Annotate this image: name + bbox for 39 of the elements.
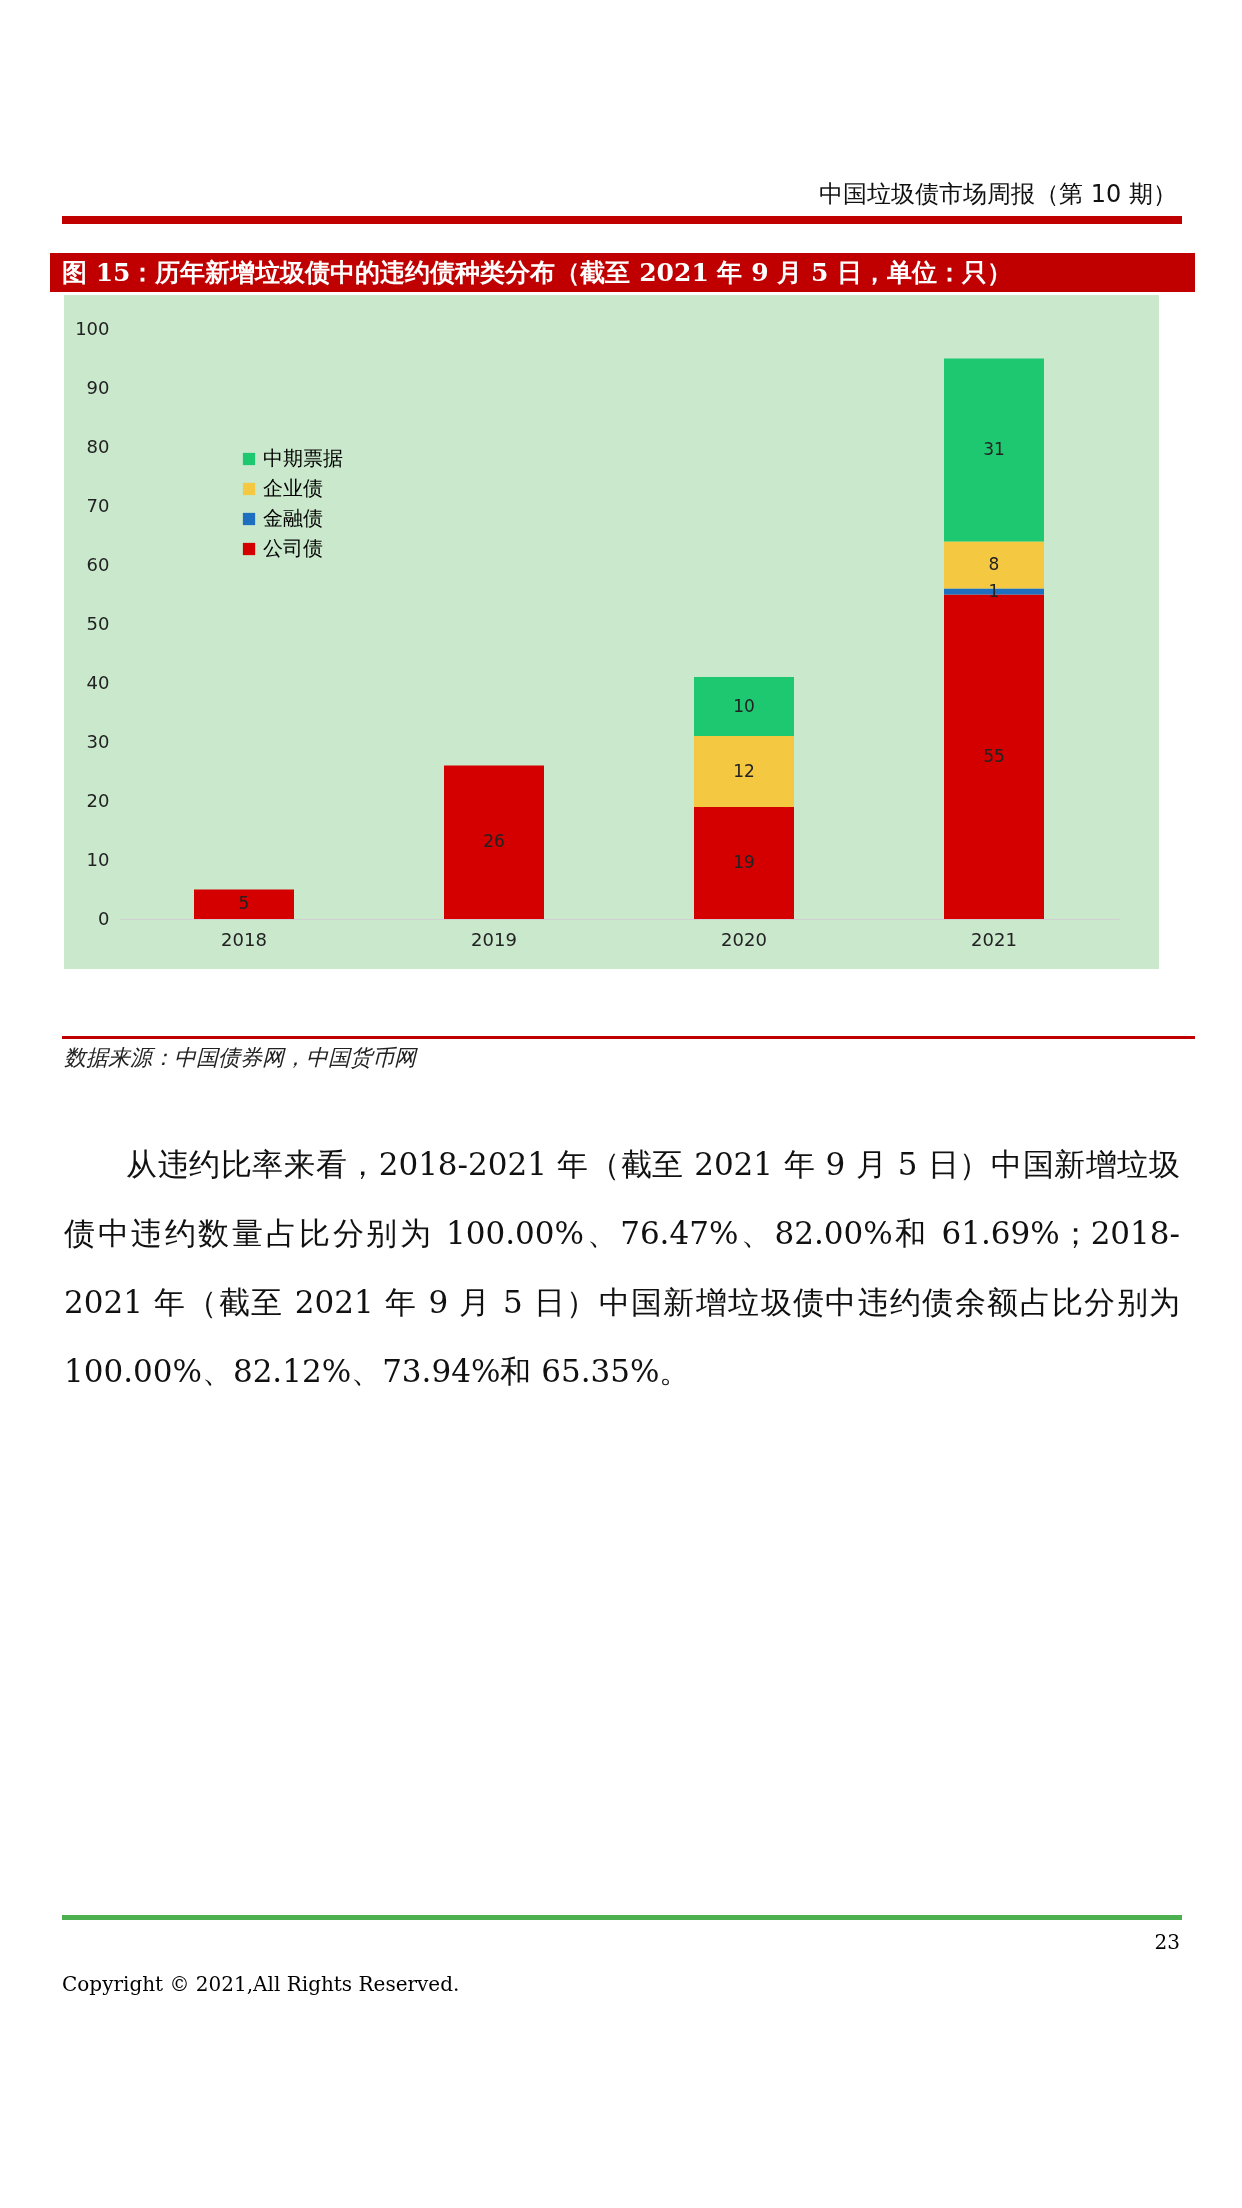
legend-label: 金融债 (263, 506, 323, 530)
y-tick-label: 50 (86, 612, 110, 634)
bar (694, 677, 794, 737)
y-tick-label: 70 (86, 494, 110, 516)
bar (194, 889, 294, 919)
legend-label: 中期票据 (263, 446, 343, 470)
x-tick-label: 2021 (971, 928, 1017, 950)
x-tick-label: 2019 (471, 928, 517, 950)
bar (694, 806, 794, 919)
text: 23 (1154, 1930, 1180, 1954)
data-label: 12 (733, 760, 755, 781)
y-tick-label: 60 (86, 553, 110, 575)
y-tick-label: 10 (86, 848, 110, 870)
bar (444, 765, 544, 919)
y-tick-label: 20 (86, 789, 110, 811)
y-tick-label: 100 (75, 317, 110, 339)
legend-label: 企业债 (263, 476, 323, 500)
data-label: 5 (238, 893, 250, 914)
legend-label: 公司债 (263, 536, 323, 560)
data-label: 31 (983, 438, 1005, 459)
text: 从违约比率来看，2018-2021 年（截至 2021 年 9 月 5 日）中国新增垃圾债中违约数量占比分别为 100.00%、76.47%、82.00%和 61.69%；2018-2021 年（截至 2021 年 9 月 5 日）中国新增垃圾债中违约债余额占比分别为 100.00%、82.12%、73.94%和 65.35%。 (64, 1145, 1180, 1391)
bar (944, 358, 1044, 542)
y-tick-label: 0 (98, 907, 110, 929)
x-tick-label: 2020 (721, 928, 767, 950)
bar (694, 736, 794, 807)
data-label: 26 (483, 831, 505, 852)
data-label: 19 (733, 851, 755, 872)
text: Copyright © 2021,All Rights Reserved. (62, 1972, 460, 1996)
data-label: 10 (733, 695, 755, 716)
y-tick-label: 80 (86, 435, 110, 457)
text: 中国垃圾债市场周报（第 10 期） (819, 179, 1177, 210)
y-tick-label: 40 (86, 671, 110, 693)
data-label: 55 (983, 745, 1005, 766)
x-tick-label: 2018 (221, 928, 267, 950)
data-label: 8 (988, 554, 1000, 574)
y-tick-label: 90 (86, 376, 110, 398)
y-tick-label: 30 (86, 730, 110, 752)
source-note: 数据来源：中国债券网，中国货币网 (64, 1044, 416, 1072)
chart-title: 图 15：历年新增垃圾债中的违约债种类分布（截至 2021 年 9 月 5 日，单位：只） (50, 253, 1195, 292)
